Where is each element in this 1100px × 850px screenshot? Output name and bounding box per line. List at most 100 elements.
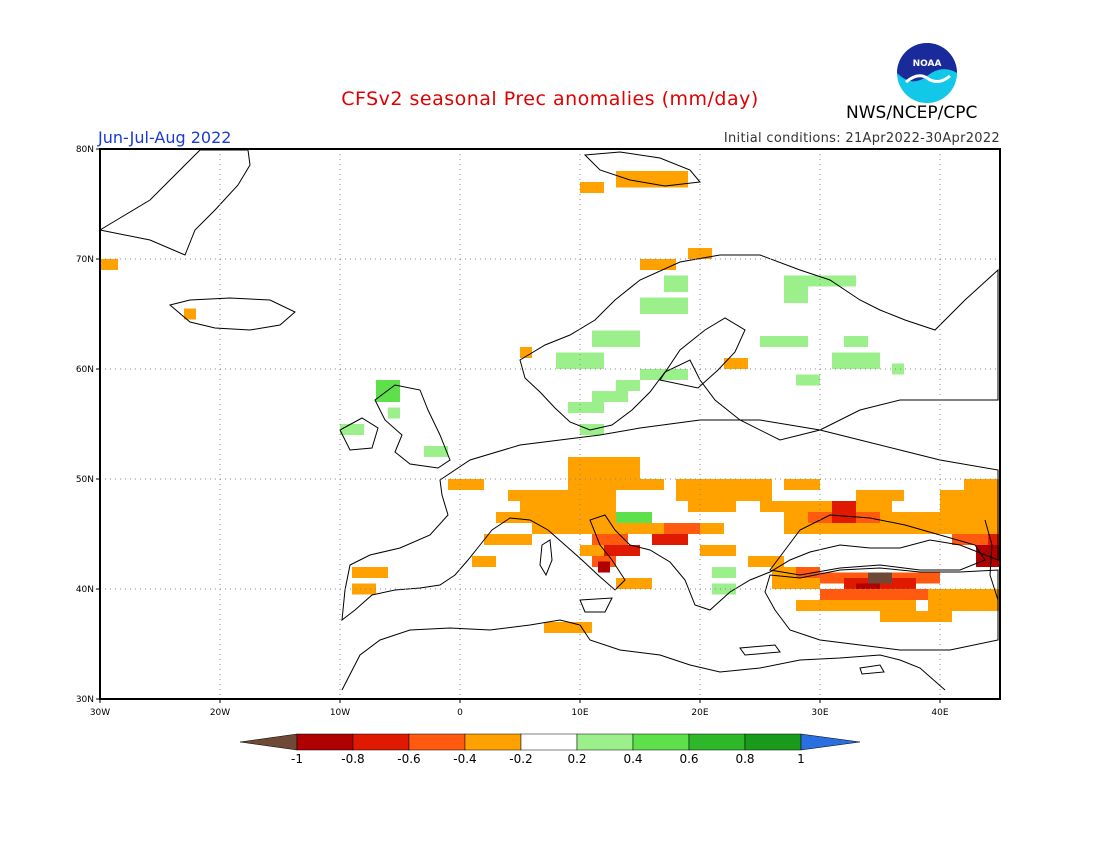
anomaly-cell [784, 479, 820, 490]
anomaly-cell [700, 545, 736, 556]
anomaly-cell [640, 297, 688, 314]
anomaly-cell [892, 512, 940, 534]
anomaly-cell [640, 479, 664, 490]
anomaly-cell [484, 534, 532, 545]
colorbar-bin [464, 733, 522, 751]
colorbar-bin [632, 733, 690, 751]
anomaly-cell [592, 391, 628, 402]
anomaly-cell [604, 545, 640, 556]
anomaly-cell [568, 402, 604, 413]
anomaly-cell [640, 259, 676, 270]
colorbar-low-arrow [239, 733, 298, 751]
anomaly-cell [784, 286, 808, 303]
anomaly-cell [724, 358, 748, 369]
anomaly-cell [964, 479, 1000, 512]
anomaly-cell [100, 259, 118, 270]
colorbar-label: 0.8 [735, 752, 754, 766]
lon-tick-label: 20W [210, 708, 230, 718]
colorbar-label: 0.4 [623, 752, 642, 766]
colorbar-bin [744, 733, 802, 751]
noaa-logo-icon: NOAA [897, 43, 957, 103]
anomaly-cell [652, 534, 688, 545]
map-frame [99, 148, 1001, 700]
anomaly-cell [844, 336, 868, 347]
anomaly-cell [376, 380, 400, 402]
anomaly-cell [532, 512, 640, 534]
lon-tick-label: 40E [931, 708, 948, 718]
anomaly-cell [868, 572, 892, 584]
colorbar-label: -0.2 [509, 752, 532, 766]
colorbar-legend: -1 -0.8 -0.6 -0.4 -0.2 0.2 0.4 0.6 0.8 1 [239, 733, 861, 766]
colorbar-label: 1 [797, 752, 805, 766]
lat-tick-label: 80N [76, 145, 94, 155]
lat-tick-label: 70N [76, 255, 94, 265]
anomaly-cell [544, 622, 592, 633]
anomaly-cell [556, 352, 604, 369]
anomaly-cell [748, 556, 784, 567]
anomaly-cell [184, 308, 196, 320]
anomaly-cell [796, 567, 820, 578]
colorbar-bin [296, 733, 354, 751]
anomaly-cell [664, 275, 688, 292]
lon-tick-label: 10W [330, 708, 350, 718]
anomaly-cell [616, 578, 652, 589]
season-label: Jun-Jul-Aug 2022 [98, 128, 232, 147]
anomaly-cell [760, 336, 808, 347]
lat-tick-label: 50N [76, 475, 94, 485]
colorbar-bin [352, 733, 410, 751]
anomaly-cell [796, 374, 820, 386]
anomaly-cell [688, 248, 712, 259]
anomaly-cell [856, 490, 904, 501]
map-title: CFSv2 seasonal Prec anomalies (mm/day) [341, 88, 759, 110]
anomaly-cell [616, 171, 688, 188]
anomaly-cell [688, 501, 736, 512]
logo-text: NOAA [913, 59, 942, 69]
anomaly-cell [820, 589, 964, 600]
lon-tick-label: 0 [457, 708, 463, 718]
anomaly-cell [712, 583, 736, 595]
colorbar-bin [520, 733, 578, 751]
anomaly-cell [520, 490, 616, 512]
anomaly-cell [616, 380, 640, 391]
anomaly-cell [340, 424, 364, 435]
lat-tick-label: 30N [76, 695, 94, 705]
anomaly-cell [796, 600, 916, 611]
anomaly-cell [496, 512, 532, 523]
colorbar-high-arrow [800, 733, 861, 751]
anomaly-cell [520, 347, 532, 358]
anomaly-cell [952, 534, 988, 545]
anomaly-cell [598, 561, 610, 573]
anomaly-cell [472, 556, 496, 567]
lat-tick-label: 60N [76, 365, 94, 375]
lon-tick-label: 20E [691, 708, 708, 718]
anomaly-cell [832, 352, 880, 369]
anomaly-cell [712, 567, 736, 578]
initial-conditions-label: Initial conditions: 21Apr2022-30Apr2022 [723, 131, 1000, 146]
anomaly-cell [928, 589, 1000, 611]
map-axes: 30W 20W 10W 0 10E 20E 30E 40E 80N 70N 60N 50N 40N 30N [76, 145, 949, 718]
graticule [100, 149, 1000, 699]
lon-tick-label: 30E [811, 708, 828, 718]
colorbar-bin [688, 733, 746, 751]
anomaly-cell [424, 446, 448, 457]
colorbar-label: 0.2 [567, 752, 586, 766]
anomaly-cell [448, 479, 484, 490]
coastlines [98, 149, 999, 691]
anomaly-cell [616, 512, 652, 523]
anomaly-cell [664, 523, 700, 534]
anomaly-cell [352, 567, 388, 578]
colorbar-label: -0.6 [397, 752, 420, 766]
colorbar-label: -0.8 [341, 752, 364, 766]
anomaly-cell [352, 583, 376, 595]
colorbar-label: 0.6 [679, 752, 698, 766]
colorbar-label: -0.4 [453, 752, 476, 766]
anomaly-cell [760, 501, 784, 512]
anomaly-cell [592, 457, 640, 479]
anomaly-cell [784, 275, 856, 287]
lon-tick-label: 10E [571, 708, 588, 718]
anomaly-cell [592, 330, 640, 347]
anomaly-cell [676, 479, 772, 501]
anomaly-cell [832, 501, 856, 523]
colorbar-label: -1 [291, 752, 303, 766]
